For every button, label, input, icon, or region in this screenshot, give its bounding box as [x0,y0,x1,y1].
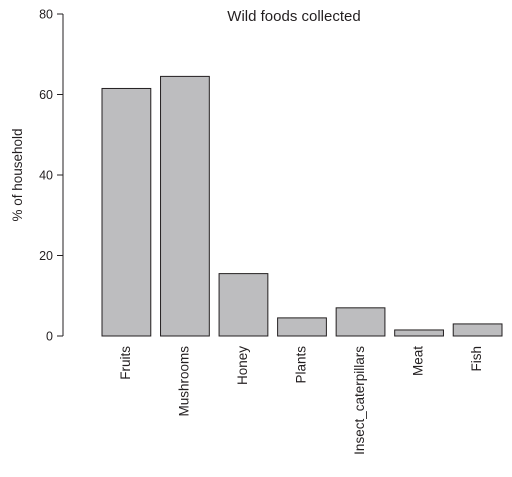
y-tick-label: 20 [39,249,53,263]
bar-mushrooms [160,75,210,337]
y-tick-label: 80 [39,8,53,22]
y-axis: 0 20 40 60 80 [39,8,64,344]
chart-title: Wild foods collected [227,8,360,25]
bar-honey [218,273,269,337]
x-axis-labels: Fruits Mushrooms Honey Plants Insect_caterpi… [118,346,484,455]
x-tick-label: Plants [294,346,309,384]
x-tick-label: Insect_caterpillars [352,346,367,455]
bar-fruits [101,87,152,337]
bar-fish [452,323,503,337]
x-tick-label: Meat [411,346,426,376]
x-tick-label: Mushrooms [176,346,191,417]
y-tick-label: 60 [39,88,53,102]
bar-meat [394,329,444,337]
y-axis-label: % of household [10,128,25,221]
bar-plants [277,317,327,337]
bar-insect-caterpillars [335,307,386,337]
y-tick-label: 0 [46,330,53,344]
x-tick-label: Fruits [118,346,133,380]
x-tick-label: Honey [235,346,250,385]
x-tick-label: Fish [469,346,484,372]
bars [101,75,503,337]
y-tick-label: 40 [39,169,53,183]
